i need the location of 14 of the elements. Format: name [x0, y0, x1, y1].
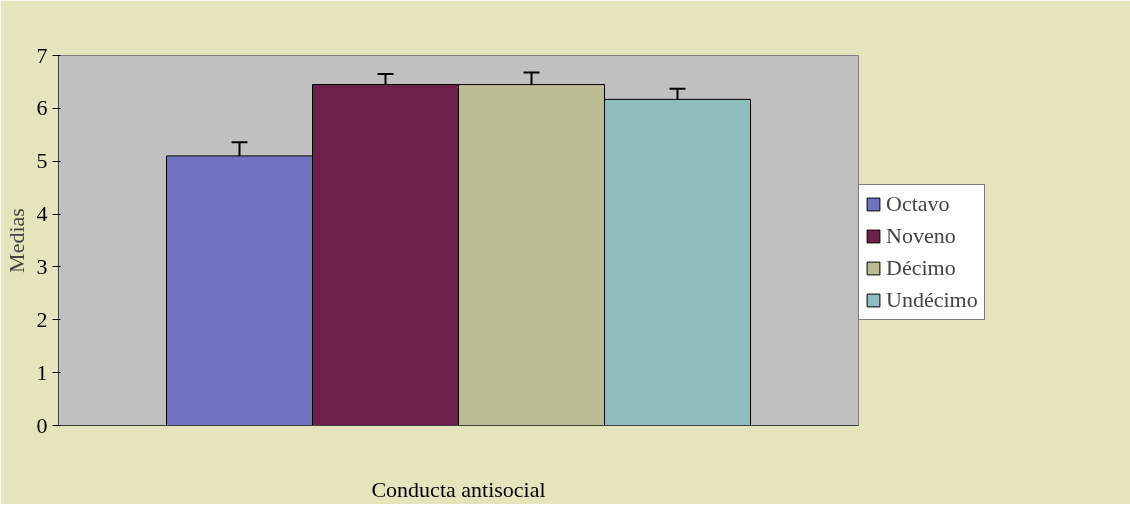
y-tick-label: 2 — [36, 306, 48, 332]
y-tick-label: 5 — [36, 148, 48, 174]
legend-label: Octavo — [886, 191, 950, 217]
legend-label: Undécimo — [886, 287, 978, 313]
y-tick-label: 1 — [36, 359, 48, 385]
y-axis-title: Medias — [3, 208, 29, 273]
legend-label: Décimo — [886, 255, 956, 281]
y-tick-label: 4 — [36, 201, 48, 227]
y-tick-label: 3 — [36, 253, 48, 279]
x-tick-label: Conducta antisocial — [371, 476, 546, 502]
y-tick-label: 0 — [36, 412, 48, 438]
legend-label: Noveno — [886, 223, 956, 249]
y-tick-label: 6 — [36, 95, 48, 121]
y-tick-label: 7 — [36, 42, 48, 68]
